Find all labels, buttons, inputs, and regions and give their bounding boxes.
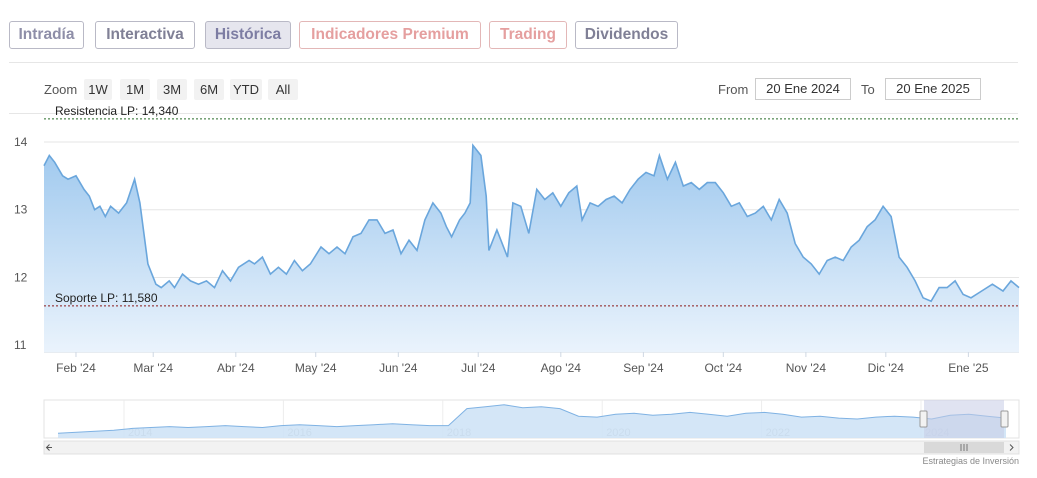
chart-credit[interactable]: Estrategias de Inversión xyxy=(922,456,1019,466)
zoom-button-3m[interactable]: 3M xyxy=(157,79,187,100)
x-tick-label: Feb '24 xyxy=(56,361,96,375)
x-tick-label: Ene '25 xyxy=(948,361,989,375)
x-tick-label: Mar '24 xyxy=(133,361,173,375)
scroll-left-arrow-icon[interactable] xyxy=(45,444,53,451)
to-date-input[interactable]: 20 Ene 2025 xyxy=(885,78,981,100)
zoom-button-1m[interactable]: 1M xyxy=(120,79,150,100)
navigator-scrollbar[interactable] xyxy=(43,440,1020,455)
zoom-label: Zoom xyxy=(44,82,78,97)
resistance-label: Resistencia LP: 14,340 xyxy=(55,104,179,118)
navigator-line xyxy=(57,404,1007,434)
zoom-button-all[interactable]: All xyxy=(268,79,298,100)
tab-intradia[interactable]: Intradía xyxy=(9,21,84,49)
from-date-input[interactable]: 20 Ene 2024 xyxy=(755,78,851,100)
x-tick-label: Nov '24 xyxy=(786,361,827,375)
tab-interactiva[interactable]: Interactiva xyxy=(95,21,195,49)
navigator[interactable]: 201420162018202020222024 xyxy=(43,399,1020,455)
x-tick-label: Sep '24 xyxy=(623,361,664,375)
y-tick-label: 14 xyxy=(14,135,28,149)
tab-dividendos[interactable]: Dividendos xyxy=(575,21,678,49)
tab-historica[interactable]: Histórica xyxy=(205,21,291,49)
x-tick-label: Abr '24 xyxy=(217,361,255,375)
divider xyxy=(9,62,1018,63)
x-tick-label: Dic '24 xyxy=(868,361,905,375)
divider xyxy=(9,113,1018,114)
navigator-selection xyxy=(924,400,1004,438)
navigator-handle[interactable] xyxy=(919,410,928,428)
tab-trading[interactable]: Trading xyxy=(489,21,567,49)
from-label: From xyxy=(718,82,749,97)
x-tick-label: Jul '24 xyxy=(461,361,496,375)
x-tick-label: Jun '24 xyxy=(379,361,418,375)
price-area xyxy=(44,145,1019,352)
support-label: Soporte LP: 11,580 xyxy=(55,291,158,305)
zoom-button-6m[interactable]: 6M xyxy=(194,79,224,100)
y-tick-label: 13 xyxy=(14,203,28,217)
price-line xyxy=(43,143,1020,303)
x-tick-label: Oct '24 xyxy=(704,361,742,375)
navigator-handle[interactable] xyxy=(1000,410,1009,428)
y-tick-label: 11 xyxy=(14,338,27,352)
tab-indicadores-premium[interactable]: Indicadores Premium xyxy=(299,21,481,49)
zoom-button-ytd[interactable]: YTD xyxy=(230,79,262,100)
x-tick-label: May '24 xyxy=(295,361,337,375)
x-tick-label: Ago '24 xyxy=(541,361,582,375)
scroll-right-arrow-icon[interactable] xyxy=(1009,444,1014,451)
to-label: To xyxy=(861,82,875,97)
y-tick-label: 12 xyxy=(14,270,28,284)
zoom-button-1w[interactable]: 1W xyxy=(84,79,112,100)
